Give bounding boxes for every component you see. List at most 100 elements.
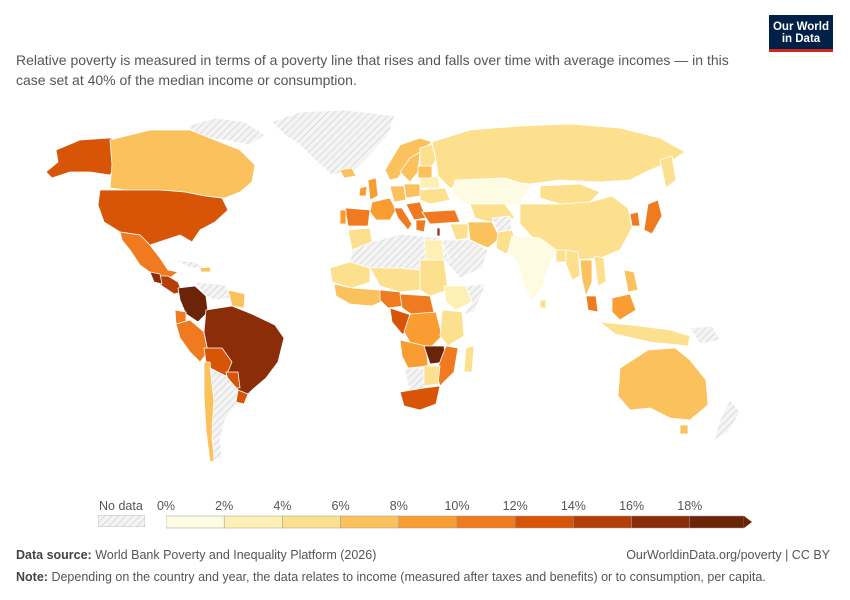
region-botswana[interactable]: [423, 365, 441, 387]
legend-tick-label: 10%: [444, 499, 470, 513]
region-tasmania[interactable]: [679, 424, 689, 435]
region-cuba[interactable]: [174, 259, 206, 269]
region-niger-chad[interactable]: [369, 267, 421, 293]
region-vietnam[interactable]: [593, 255, 607, 287]
region-madagascar[interactable]: [463, 345, 475, 373]
region-mexico[interactable]: [119, 231, 179, 279]
region-usa[interactable]: [97, 189, 229, 246]
region-mongolia[interactable]: [539, 183, 601, 205]
region-kamchatka[interactable]: [659, 155, 677, 189]
region-colombia[interactable]: [177, 285, 209, 323]
region-dominican-rep[interactable]: [199, 266, 212, 273]
region-ukraine[interactable]: [419, 187, 451, 205]
legend-swatch[interactable]: [456, 515, 516, 529]
region-poland[interactable]: [403, 183, 421, 199]
region-sudan[interactable]: [419, 259, 449, 297]
region-malaysia[interactable]: [585, 295, 599, 313]
region-west-africa[interactable]: [333, 283, 391, 307]
legend-tick-label: 4%: [273, 499, 292, 513]
legend-arrow: [744, 516, 752, 528]
region-alaska[interactable]: [45, 137, 129, 179]
legend-swatch[interactable]: [166, 515, 225, 529]
region-kenya-tanzania[interactable]: [439, 309, 465, 347]
region-india[interactable]: [507, 235, 557, 301]
legend-no-data-swatch: [98, 515, 145, 527]
region-myanmar[interactable]: [565, 249, 581, 281]
region-russia[interactable]: [431, 123, 686, 189]
region-somalia[interactable]: [463, 283, 487, 315]
region-iraq[interactable]: [449, 223, 469, 241]
region-bangladesh[interactable]: [555, 249, 567, 263]
region-papua[interactable]: [689, 325, 721, 345]
region-guatemala[interactable]: [149, 271, 163, 285]
region-ethiopia[interactable]: [443, 285, 473, 311]
note-label: Note:: [16, 570, 48, 584]
region-iceland[interactable]: [339, 167, 357, 179]
legend-tick-label: 16%: [619, 499, 645, 513]
footer-note: Note: Depending on the country and year,…: [16, 570, 766, 584]
legend-swatch[interactable]: [398, 515, 458, 529]
region-portugal[interactable]: [339, 209, 347, 225]
legend-color-bar: [166, 515, 752, 529]
region-germany[interactable]: [389, 185, 407, 203]
region-balkans[interactable]: [405, 201, 427, 221]
region-sahel-west[interactable]: [329, 261, 371, 289]
legend-tick-label: 0%: [156, 499, 176, 513]
region-iran[interactable]: [467, 221, 501, 249]
region-peru[interactable]: [175, 319, 209, 363]
world-map: [45, 109, 741, 463]
region-greece[interactable]: [415, 219, 427, 233]
region-guianas[interactable]: [227, 289, 246, 309]
region-ireland[interactable]: [358, 185, 368, 197]
region-canada[interactable]: [109, 129, 256, 199]
region-greenland[interactable]: [271, 109, 396, 176]
region-indonesia[interactable]: [599, 321, 691, 347]
region-uruguay[interactable]: [235, 389, 249, 405]
legend-tick-label: 14%: [560, 499, 586, 513]
region-france[interactable]: [369, 197, 397, 221]
chart-subtitle: Relative poverty is measured in terms of…: [16, 52, 729, 88]
region-philippines[interactable]: [623, 269, 639, 293]
region-turkey[interactable]: [421, 209, 461, 225]
region-japan[interactable]: [643, 199, 663, 235]
legend-tick-label: 2%: [215, 499, 234, 513]
legend-no-data-label: No data: [99, 499, 143, 513]
region-argentina[interactable]: [209, 367, 239, 461]
legend-swatch[interactable]: [631, 515, 691, 529]
logo-line-1: Our World: [772, 21, 829, 33]
legend-tick-label: 18%: [677, 499, 703, 513]
owid-logo[interactable]: Our World in Data: [769, 15, 833, 52]
legend-swatch[interactable]: [223, 515, 283, 529]
region-venezuela[interactable]: [194, 281, 233, 301]
legend-swatch[interactable]: [689, 515, 745, 529]
region-korea[interactable]: [629, 211, 641, 227]
footer-link[interactable]: OurWorldinData.org/poverty | CC BY: [626, 548, 830, 562]
region-egypt[interactable]: [423, 239, 445, 261]
region-kazakhstan[interactable]: [451, 177, 531, 209]
legend-swatch[interactable]: [514, 515, 574, 529]
region-baltics[interactable]: [417, 165, 433, 179]
logo-line-2: in Data: [781, 33, 821, 45]
region-italy[interactable]: [393, 207, 413, 231]
legend-tick-label: 12%: [502, 499, 528, 513]
region-sri-lanka[interactable]: [539, 299, 547, 309]
legend-swatch[interactable]: [282, 515, 341, 529]
region-thailand[interactable]: [579, 259, 593, 297]
legend-swatch[interactable]: [573, 515, 632, 529]
region-angola[interactable]: [399, 339, 429, 369]
legend-swatch[interactable]: [340, 515, 400, 529]
region-new-zealand[interactable]: [713, 399, 741, 441]
region-israel[interactable]: [436, 227, 441, 237]
legend-tick-label: 8%: [389, 499, 408, 513]
source-label: Data source:: [16, 548, 92, 562]
region-nigeria[interactable]: [379, 289, 405, 309]
region-south-africa[interactable]: [399, 385, 441, 411]
legend-tick-label: 6%: [331, 499, 350, 513]
region-australia[interactable]: [617, 347, 709, 421]
region-spain[interactable]: [344, 207, 371, 227]
region-sweden[interactable]: [399, 151, 421, 183]
region-uk[interactable]: [367, 177, 379, 201]
note-text: Depending on the country and year, the d…: [51, 570, 766, 584]
region-borneo[interactable]: [611, 293, 637, 321]
footer-source: Data source: World Bank Poverty and Ineq…: [16, 548, 376, 562]
